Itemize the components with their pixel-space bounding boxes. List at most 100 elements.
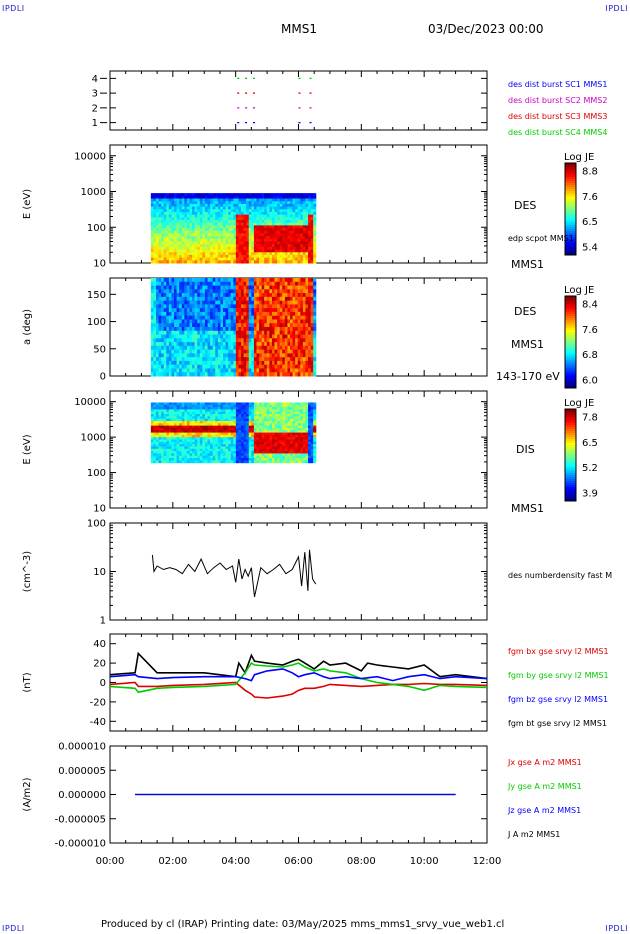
spectrogram-cell [223,241,227,245]
spectrogram-cell [215,425,219,429]
spectrogram-cell [297,222,301,226]
spectrogram-cell [292,214,296,218]
spectrogram-cell [207,308,211,313]
spectrogram-cell [246,444,250,447]
spectrogram-cell [150,411,154,415]
spectrogram-cell [246,407,250,410]
spectrogram-cell [259,338,263,343]
spectrogram-cell [305,201,309,205]
spectrogram-cell [264,304,268,309]
spectrogram-cell [266,368,270,373]
spectrogram-cell [202,444,206,447]
spectrogram-cell [284,323,288,328]
spectrogram-cell [282,304,286,309]
spectrogram-cell [241,193,245,197]
spectrogram-cell [282,225,286,229]
spectrogram-cell [253,236,258,240]
spectrogram-cell [259,357,263,362]
spectrogram-cell [266,233,270,237]
spectrogram-cell [212,460,216,464]
spectrogram-cell [207,418,211,422]
spectrogram-cell [186,260,190,264]
spectrogram-cell [163,372,167,377]
spectrogram-cell [150,278,154,283]
spectrogram-cell [259,249,263,253]
spectrogram-cell [300,293,304,298]
spectrogram-cell [153,201,157,205]
spectrogram-cell [235,195,239,200]
spectrogram-cell [189,402,193,406]
spectrogram-cell [166,323,170,328]
spectrogram-cell [212,304,216,309]
spectrogram-cell [238,418,242,422]
spectrogram-cell [313,209,317,213]
spectrogram-cell [153,220,157,224]
spectrogram-cell [305,349,309,354]
colorbar-cell [565,304,576,307]
spectrogram-cell [176,368,180,373]
spectrogram-cell [197,402,201,406]
spectrogram-cell [186,311,190,317]
spectrogram-cell [313,236,317,240]
spectrogram-cell [199,432,203,436]
spectrogram-cell [238,296,242,302]
spectrogram-cell [207,285,211,290]
spectrogram-cell [261,222,265,226]
spectrogram-cell [220,416,224,420]
spectrogram-cell [215,427,219,431]
spectrogram-cell [204,222,209,226]
spectrogram-cell [297,228,301,232]
spectrogram-cell [230,203,234,208]
spectrogram-cell [310,252,314,256]
spectrogram-cell [197,230,201,234]
spectrogram-cell [302,238,306,243]
spectrogram-cell [199,434,203,438]
spectrogram-cell [269,353,273,358]
spectrogram-cell [248,432,252,436]
spectrogram-cell [161,257,165,261]
spectrogram-cell [189,460,193,464]
spectrogram-cell [233,233,237,237]
spectrogram-cell [264,308,268,313]
spectrogram-cell [158,364,162,369]
spectrogram-cell [204,252,209,256]
spectrogram-cell [241,241,245,245]
spectrogram-cell [243,246,247,251]
spectrogram-cell [153,427,157,431]
spectrogram-cell [210,300,214,305]
spectrogram-cell [279,319,283,324]
spectrogram-cell [192,315,196,320]
spectrogram-cell [197,252,201,256]
spectrogram-cell [179,423,183,427]
spectrogram-cell [163,315,167,320]
spectrogram-cell [186,446,190,450]
spectrogram-cell [207,300,211,305]
spectrogram-cell [253,241,258,245]
spectrogram-cell [184,249,188,253]
spectrogram-cell [302,293,306,298]
spectrogram-cell [266,323,270,328]
spectrogram-cell [181,296,185,302]
spectrogram-cell [290,319,294,324]
colorbar-tick-label: 5.4 [582,243,598,254]
spectrogram-cell [181,289,185,294]
spectrogram-cell [256,220,260,224]
spectrogram-cell [302,195,306,200]
spectrogram-cell [192,293,196,298]
spectrogram-cell [194,289,198,294]
spectrogram-cell [217,439,221,443]
spectrogram-cell [184,444,188,447]
spectrogram-cell [179,441,183,445]
y-tick-label: 150 [87,290,106,301]
spectrogram-cell [287,206,291,210]
spectrogram-cell [256,364,260,369]
spectrogram-cell [192,357,196,362]
spectrogram-cell [238,330,242,336]
spectrogram-cell [197,448,201,452]
spectrogram-cell [230,244,234,248]
spectrogram-cell [246,353,250,358]
spectrogram-cell [207,201,211,205]
spectrogram-cell [181,195,185,200]
spectrogram-cell [192,241,196,245]
spectrogram-cell [235,404,239,408]
